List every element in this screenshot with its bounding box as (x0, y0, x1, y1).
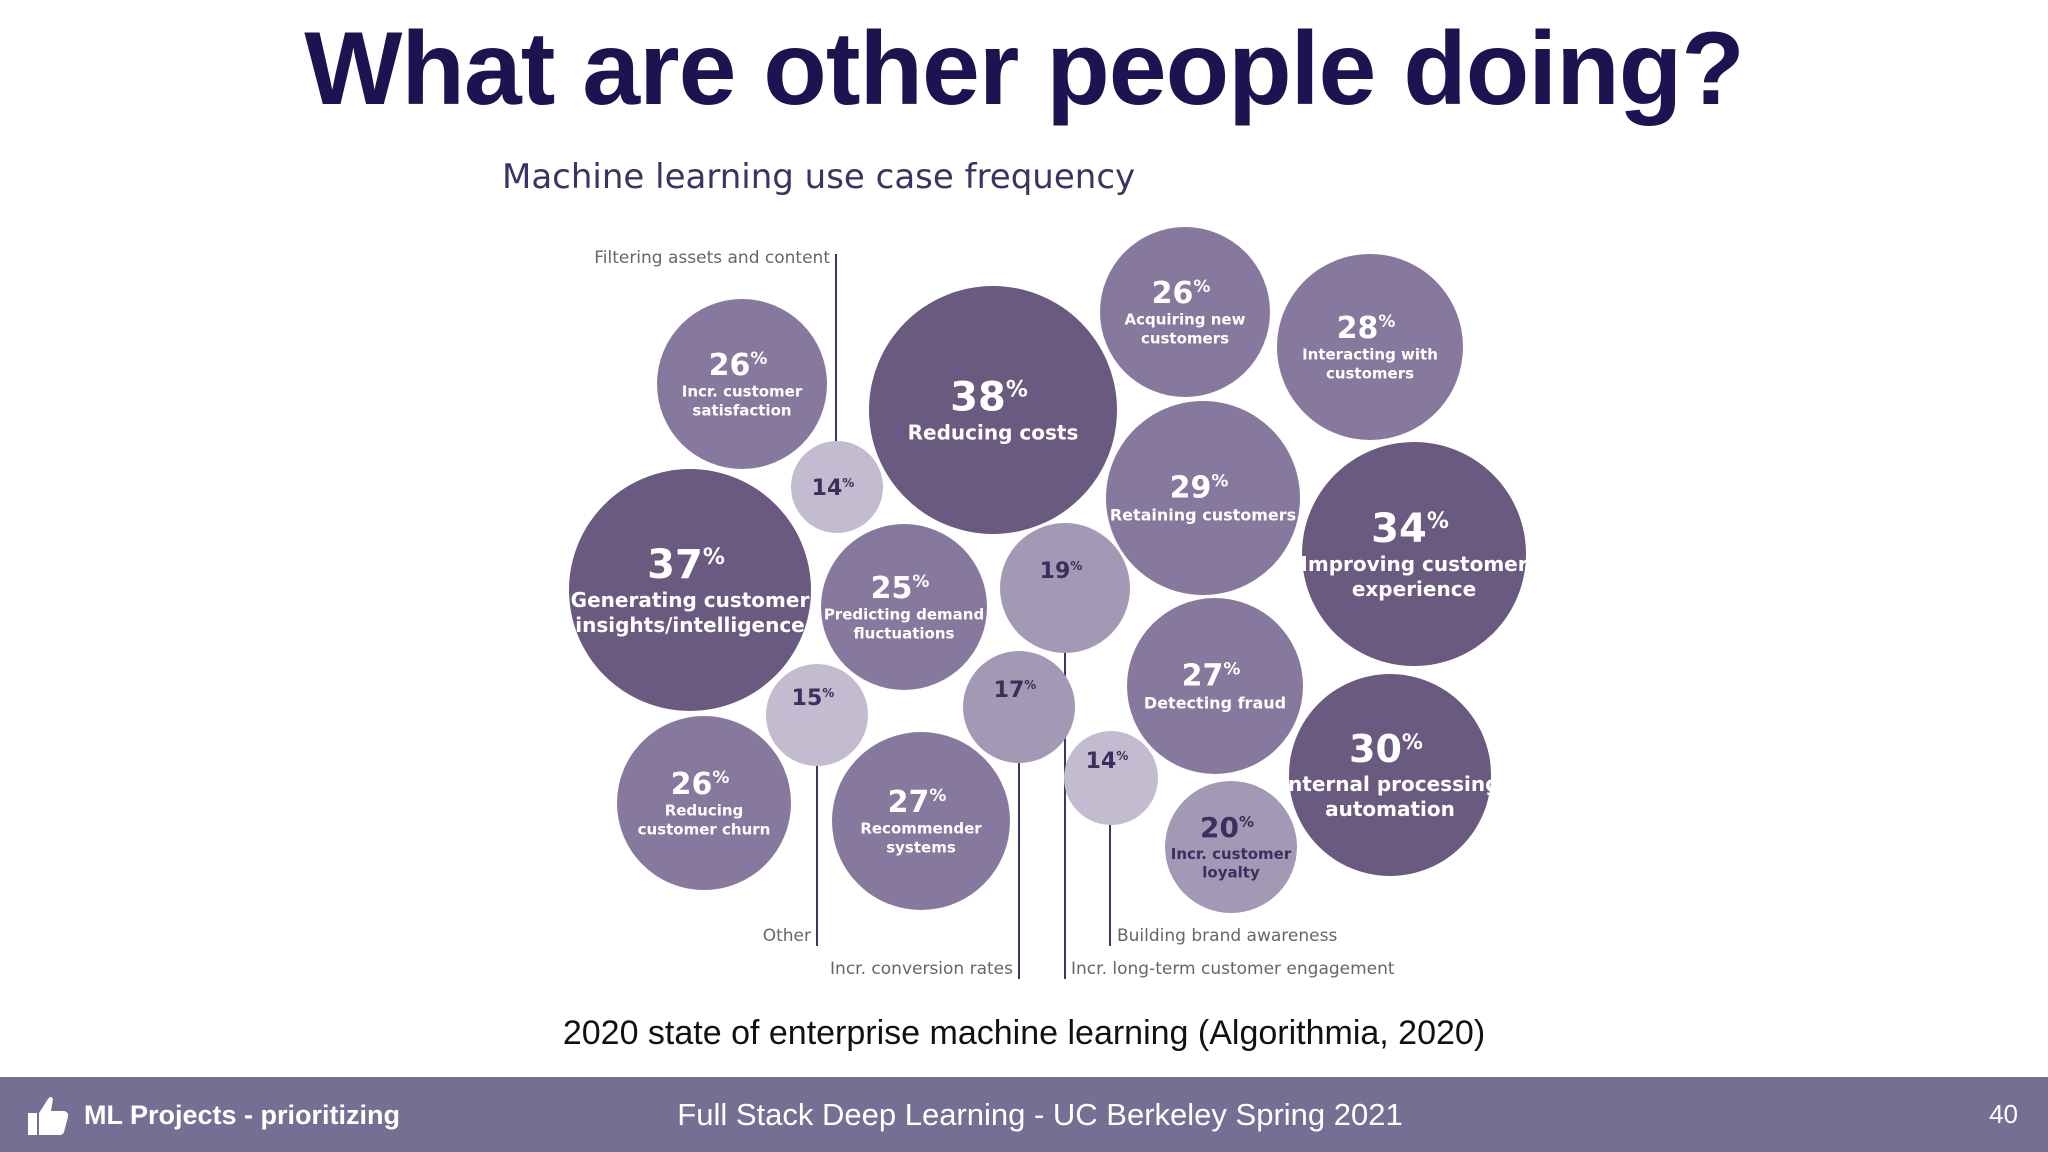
bubble-generating-customer-insights-intelligence (569, 469, 811, 711)
bubble-incr-customer-satisfaction (657, 299, 827, 469)
external-label-building-brand-awareness: Building brand awareness (1117, 926, 1337, 946)
category-label-internal-processing-automation: Internal processing automation (1281, 772, 1500, 821)
category-label-reducing-costs: Reducing costs (908, 420, 1079, 444)
bubble-chart: Machine learning use case frequency 38%R… (502, 157, 1528, 979)
footer-section: ML Projects - prioritizing (26, 1093, 400, 1137)
category-label-predicting-demand-fluctuations: Predicting demand fluctuations (824, 606, 984, 643)
bubble-internal-processing-automation (1289, 674, 1491, 876)
bubble-detecting-fraud (1127, 598, 1303, 774)
slide-title: What are other people doing? (304, 11, 1745, 127)
bubble-retaining-customers (1106, 401, 1300, 595)
external-label-incr-conversion-rates: Incr. conversion rates (830, 959, 1013, 979)
bubble-incr-customer-loyalty (1165, 781, 1297, 913)
bubble-filtering-assets-and-content (791, 441, 883, 533)
category-label-retaining-customers: Retaining customers (1110, 506, 1296, 525)
footer-section-label: ML Projects - prioritizing (84, 1099, 401, 1130)
category-label-incr-customer-loyalty: Incr. customer loyalty (1171, 845, 1292, 882)
footer-course: Full Stack Deep Learning - UC Berkeley S… (677, 1097, 1403, 1132)
category-label-acquiring-new-customers: Acquiring new customers (1125, 311, 1246, 348)
category-label-generating-customer-insights-intelligence: Generating customer insights/intelligence (571, 588, 810, 637)
source-caption: 2020 state of enterprise machine learnin… (562, 1014, 1486, 1052)
value-label-internal-processing-automation: 30% (1349, 727, 1423, 771)
category-label-incr-customer-satisfaction: Incr. customer satisfaction (682, 383, 803, 420)
bubble-recommender-systems (832, 732, 1010, 910)
category-label-recommender-systems: Recommender systems (860, 820, 982, 857)
page-number: 40 (1989, 1099, 2018, 1129)
bubble-improving-customer-experience (1302, 442, 1526, 666)
bubble-other (766, 664, 868, 766)
bubble-incr-long-term-customer-engagement (1000, 523, 1130, 653)
bubble-building-brand-awareness (1064, 731, 1158, 825)
category-label-improving-customer-experience: Improving customer experience (1300, 552, 1527, 601)
external-label-filtering-assets-and-content: Filtering assets and content (594, 248, 830, 268)
bubble-predicting-demand-fluctuations (821, 524, 987, 690)
external-labels: Incr. long-term customer engagement Incr.… (594, 248, 1395, 979)
thumbs-up-icon (28, 1097, 69, 1135)
external-label-other: Other (763, 926, 811, 946)
footer-bar: ML Projects - prioritizing Full Stack De… (0, 1077, 2048, 1152)
category-label-reducing-customer-churn: Reducing customer churn (638, 802, 771, 839)
bubble-reducing-customer-churn (617, 716, 791, 890)
value-label-improving-customer-experience: 34% (1371, 506, 1449, 552)
bubble-acquiring-new-customers (1100, 227, 1270, 397)
category-label-interacting-with-customers: Interacting with customers (1302, 346, 1438, 383)
bubble-reducing-costs (869, 286, 1117, 534)
bubble-interacting-with-customers (1277, 254, 1463, 440)
bubble-incr-conversion-rates (963, 651, 1075, 763)
category-label-detecting-fraud: Detecting fraud (1144, 694, 1286, 713)
chart-title: Machine learning use case frequency (502, 157, 1135, 197)
external-label-incr-long-term-customer-engagement: Incr. long-term customer engagement (1071, 959, 1395, 979)
